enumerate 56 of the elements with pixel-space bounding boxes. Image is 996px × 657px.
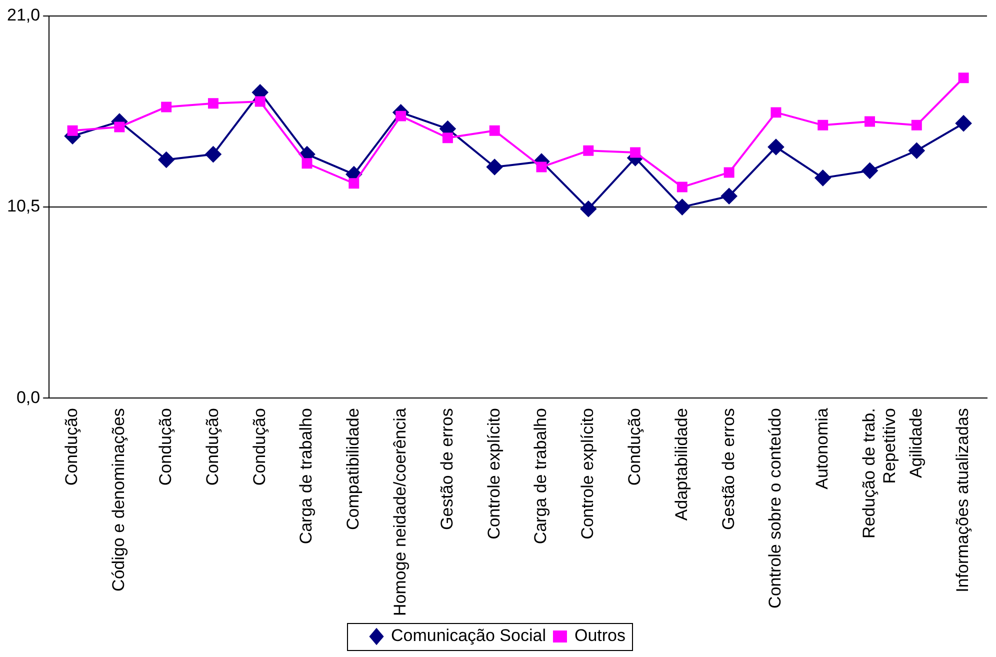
x-tick-label: Controle explícito (578, 408, 598, 540)
point (208, 98, 218, 109)
y-tick-label: 21,0 (6, 6, 40, 25)
y-tick-label: 0,0 (16, 388, 40, 407)
point (768, 139, 784, 155)
point (770, 107, 782, 118)
x-tick-label: Agilidade (906, 408, 926, 478)
x-tick-label: Condução (62, 408, 82, 486)
point (348, 178, 360, 189)
x-tick-label: Informações atualizadas (953, 408, 972, 592)
point (862, 162, 878, 179)
point (630, 147, 641, 158)
point (396, 110, 406, 122)
point (442, 132, 453, 144)
x-tick-label: Autonomia (812, 408, 832, 490)
point (956, 115, 972, 132)
point (114, 122, 125, 132)
point (721, 188, 738, 204)
point (958, 72, 969, 84)
x-tick-label: Redução de trab. Repetitivo (859, 408, 899, 539)
x-tick-label: Condução (250, 408, 269, 486)
point (486, 159, 503, 176)
legend-label: Outros (574, 626, 626, 646)
point (818, 120, 828, 130)
point (161, 102, 172, 112)
point (205, 146, 222, 162)
point (724, 167, 734, 178)
legend-label: Comunicação Social (391, 626, 546, 646)
point (67, 125, 78, 136)
point (158, 152, 174, 168)
x-tick-label: Código e denominações (109, 408, 128, 592)
x-tick-label: Condução (202, 408, 222, 486)
x-tick-label: Gestão de erros (718, 408, 738, 530)
point (908, 142, 925, 159)
point (674, 199, 690, 216)
point (302, 158, 312, 169)
x-tick-label: Condução (156, 408, 176, 486)
point (489, 125, 500, 136)
x-tick-label: Condução (624, 408, 644, 486)
point (911, 120, 922, 130)
x-tick-label: Adaptabilidade (672, 408, 691, 521)
x-tick-label: Carga de trabalho (531, 408, 550, 544)
x-tick-label: Controle explícito (484, 408, 504, 540)
point (583, 145, 594, 156)
point (536, 162, 547, 172)
x-tick-label: Homoge neidade/coerência (390, 408, 410, 616)
point (814, 170, 831, 186)
point (676, 182, 688, 192)
x-tick-label: Controle sobre o conteúdo (766, 408, 785, 608)
x-tick-label: Compatibilidade (344, 408, 363, 530)
point (580, 200, 596, 217)
point (254, 96, 266, 107)
y-tick-label: 10,5 (6, 196, 40, 216)
point (864, 116, 876, 127)
x-tick-label: Gestão de erros (437, 408, 456, 530)
x-tick-label: Carga de trabalho (296, 408, 316, 544)
